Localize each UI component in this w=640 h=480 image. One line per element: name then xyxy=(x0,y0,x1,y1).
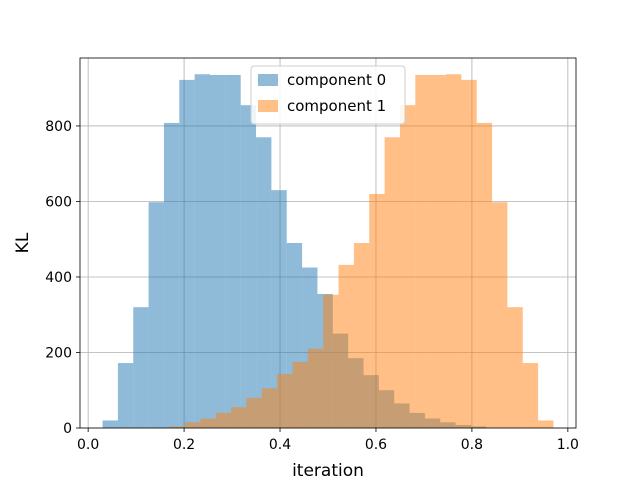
bar-component-1 xyxy=(399,105,416,428)
bar-component-0 xyxy=(148,202,164,428)
bar-component-1 xyxy=(369,193,385,428)
bar-component-1 xyxy=(384,137,400,429)
bar-component-1 xyxy=(507,307,523,428)
y-tick-label: 600 xyxy=(45,194,72,210)
x-tick-label: 0.4 xyxy=(269,437,291,453)
legend-label-component-1: component 1 xyxy=(287,97,386,115)
bar-component-1 xyxy=(231,407,247,428)
bar-component-1 xyxy=(215,412,232,428)
y-tick-label: 800 xyxy=(45,119,72,135)
bar-component-1 xyxy=(200,418,216,428)
legend-label-component-0: component 0 xyxy=(287,71,386,89)
bar-component-1 xyxy=(461,79,477,429)
bar-component-1 xyxy=(446,74,462,429)
y-tick-label: 400 xyxy=(45,270,72,286)
x-tick-label: 0.2 xyxy=(173,437,195,453)
bar-component-1 xyxy=(430,74,447,428)
x-tick-label: 0.8 xyxy=(461,437,483,453)
bar-component-1 xyxy=(185,422,201,428)
y-tick-label: 0 xyxy=(63,421,72,437)
legend-swatch-component-1 xyxy=(258,100,278,112)
plot-frame xyxy=(79,57,577,429)
ticks: 0.0 0.2 0.4 0.6 0.8 1.0 0 200 400 600 800 xyxy=(45,119,579,453)
bar-component-0 xyxy=(117,363,134,428)
bar-component-1 xyxy=(307,348,324,428)
bar-component-0 xyxy=(240,105,257,428)
bar-component-1 xyxy=(323,294,339,428)
bar-component-1 xyxy=(292,361,308,428)
bar-component-1 xyxy=(353,243,370,428)
bar-component-0 xyxy=(133,307,149,428)
bar-component-0 xyxy=(209,74,226,428)
bar-component-1 xyxy=(415,74,431,428)
bar-component-0 xyxy=(256,137,272,429)
bar-component-1 xyxy=(538,420,554,428)
x-axis-label: iteration xyxy=(292,461,364,480)
bar-component-0 xyxy=(271,190,287,428)
legend: component 0 component 1 xyxy=(250,65,406,125)
x-tick-label: 1.0 xyxy=(557,437,579,453)
x-tick-label: 0.0 xyxy=(77,437,99,453)
bar-component-1 xyxy=(169,426,186,428)
bar-component-1 xyxy=(476,122,493,428)
bar-component-1 xyxy=(522,363,539,428)
x-tick-label: 0.6 xyxy=(365,437,387,453)
bar-component-0 xyxy=(225,74,241,428)
bar-component-0 xyxy=(163,122,180,428)
bars xyxy=(102,74,554,429)
y-axis-label: KL xyxy=(13,232,33,253)
legend-swatch-component-0 xyxy=(258,74,278,86)
bar-component-1 xyxy=(338,264,354,428)
bar-component-1 xyxy=(492,202,508,428)
y-tick-label: 200 xyxy=(45,345,72,361)
bar-component-1 xyxy=(261,388,278,428)
bar-component-0 xyxy=(179,79,195,429)
bar-component-1 xyxy=(246,397,262,428)
bar-component-0 xyxy=(194,74,210,429)
legend-box xyxy=(250,65,406,125)
bar-component-0 xyxy=(102,420,118,428)
bar-component-1 xyxy=(277,374,293,428)
